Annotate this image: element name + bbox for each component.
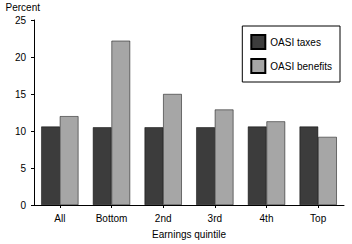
- svg-text:2nd: 2nd: [155, 213, 172, 224]
- svg-text:All: All: [54, 213, 65, 224]
- svg-text:3rd: 3rd: [208, 213, 222, 224]
- svg-text:25: 25: [15, 15, 27, 26]
- svg-text:10: 10: [15, 126, 27, 137]
- svg-text:0: 0: [20, 200, 26, 211]
- svg-text:Bottom: Bottom: [96, 213, 128, 224]
- svg-text:20: 20: [15, 52, 27, 63]
- svg-text:OASI benefits: OASI benefits: [270, 61, 332, 72]
- svg-text:5: 5: [20, 163, 26, 174]
- svg-text:4th: 4th: [260, 213, 274, 224]
- svg-text:Percent: Percent: [6, 2, 41, 13]
- svg-text:15: 15: [15, 89, 27, 100]
- svg-text:Earnings quintile: Earnings quintile: [152, 229, 226, 240]
- svg-text:Top: Top: [310, 213, 327, 224]
- svg-text:OASI taxes: OASI taxes: [270, 37, 321, 48]
